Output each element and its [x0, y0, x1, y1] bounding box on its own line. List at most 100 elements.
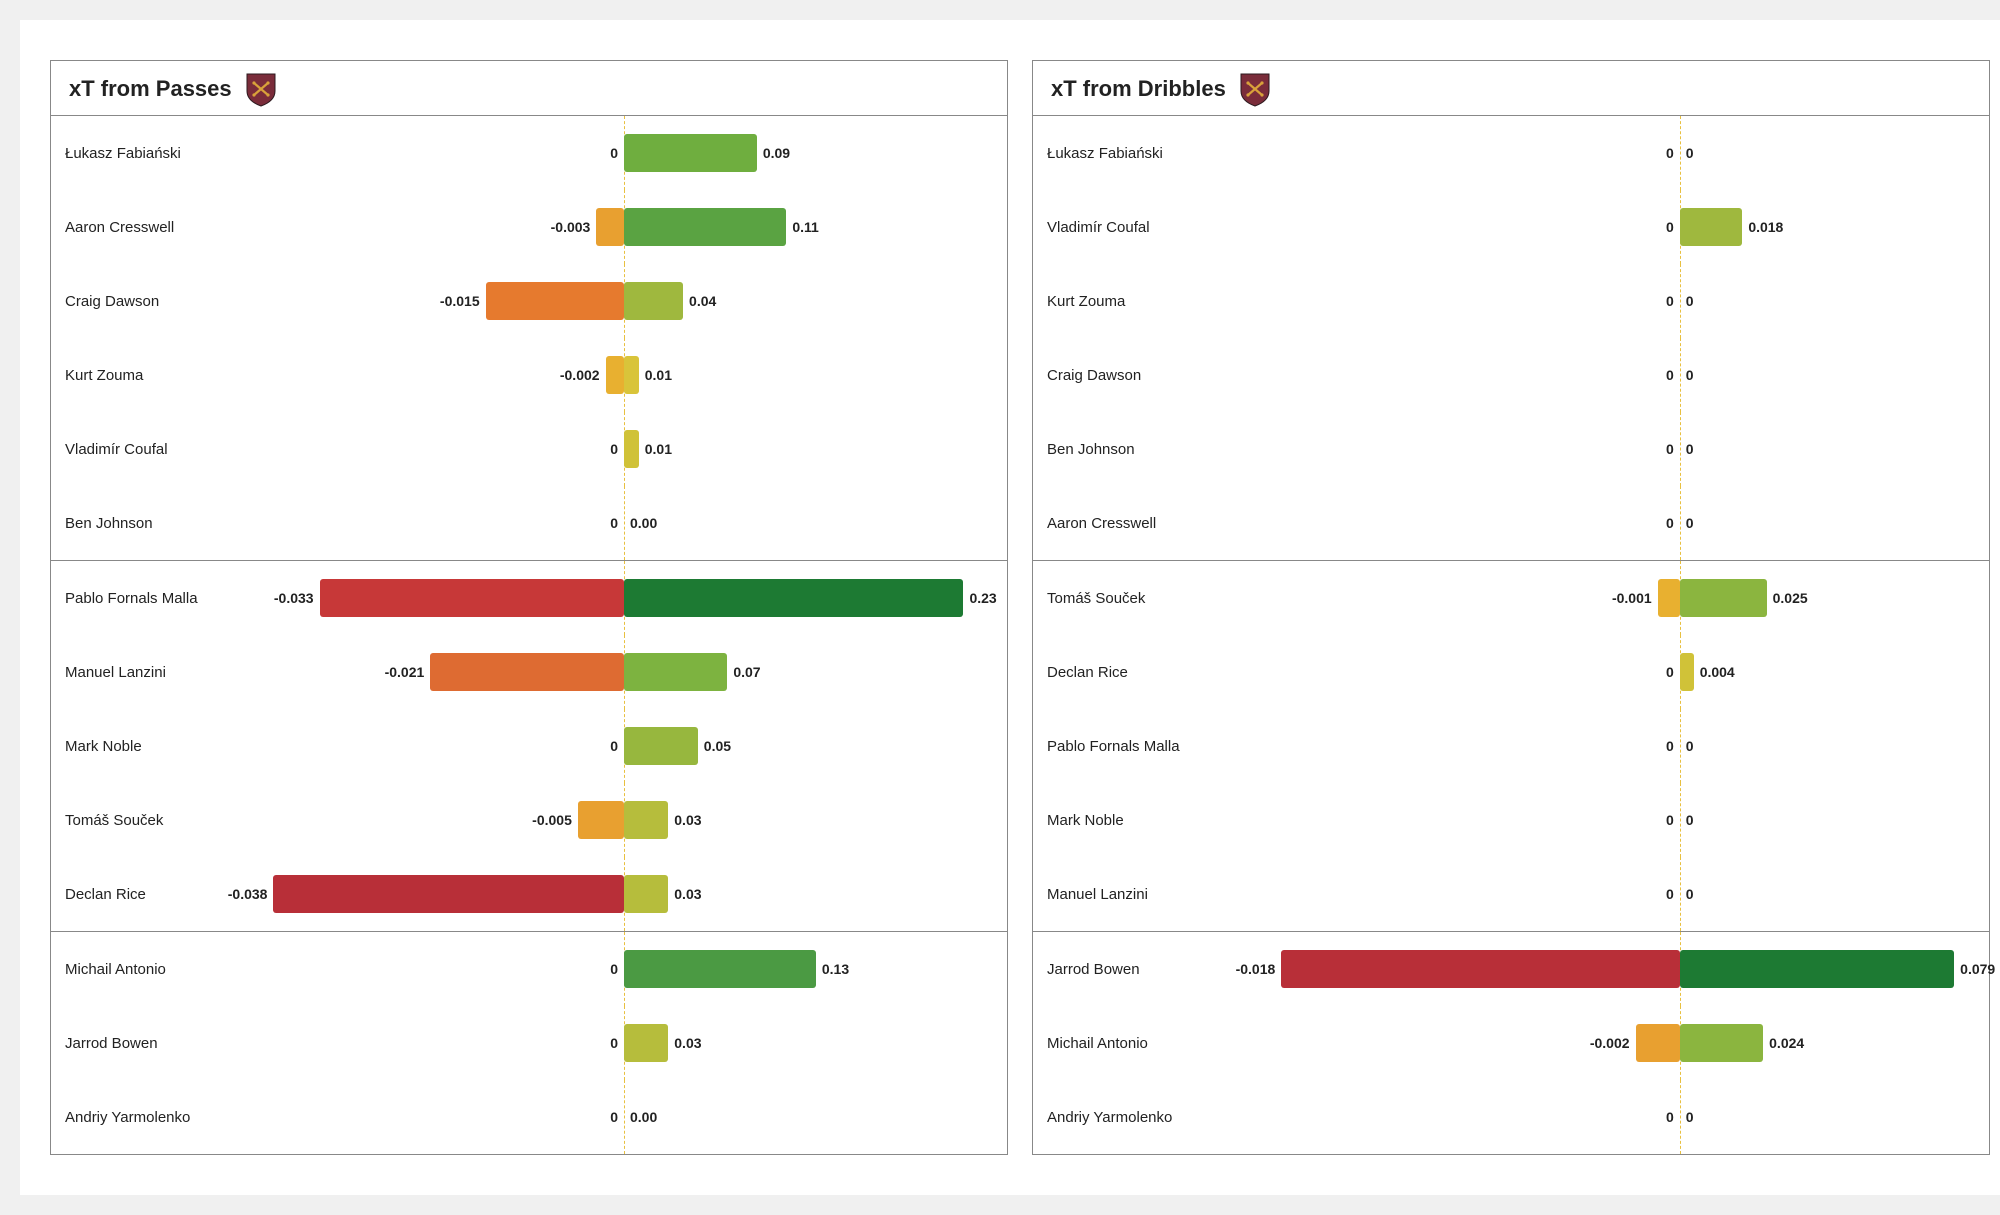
value-positive: 0.00	[630, 1109, 657, 1125]
value-positive: 0	[1686, 812, 1694, 828]
value-positive: 0.05	[704, 738, 731, 754]
zero-axis	[1680, 1080, 1681, 1154]
value-negative: 0	[1666, 738, 1674, 754]
player-name: Mark Noble	[1047, 812, 1237, 829]
player-name: Tomáš Souček	[65, 812, 255, 829]
bar-area: 00	[1237, 338, 1975, 412]
bar-positive	[624, 282, 683, 320]
bar-positive	[624, 653, 727, 691]
value-negative: -0.002	[1590, 1035, 1630, 1051]
value-positive: 0	[1686, 1109, 1694, 1125]
panel-xt-passes: xT from Passes Łukasz Fabiański00.09Aaro…	[50, 60, 1008, 1155]
zero-axis	[1680, 783, 1681, 857]
club-crest-icon	[244, 71, 278, 107]
player-name: Łukasz Fabiański	[1047, 145, 1237, 162]
value-negative: 0	[610, 145, 618, 161]
bar-positive	[624, 727, 698, 765]
value-negative: -0.018	[1236, 961, 1276, 977]
bar-area: 00.018	[1237, 190, 1975, 264]
panel-xt-dribbles: xT from Dribbles Łukasz Fabiański00Vladi…	[1032, 60, 1990, 1155]
player-name: Michail Antonio	[65, 961, 255, 978]
value-positive: 0.07	[733, 664, 760, 680]
value-positive: 0	[1686, 367, 1694, 383]
bar-area: -0.003 0.11	[255, 190, 993, 264]
player-row: Kurt Zouma 00	[1033, 264, 1989, 338]
value-negative: 0	[1666, 1109, 1674, 1125]
player-row: Pablo Fornals Malla00	[1033, 709, 1989, 783]
value-positive: 0.004	[1700, 664, 1735, 680]
bar-positive	[624, 579, 963, 617]
player-row: Vladimír Coufal00.01	[51, 412, 1007, 486]
bar-negative	[1636, 1024, 1680, 1062]
player-name: Manuel Lanzini	[1047, 886, 1237, 903]
player-name: Michail Antonio	[1047, 1035, 1237, 1052]
bar-negative	[596, 208, 624, 246]
player-row: Jarrod Bowen00.03	[51, 1006, 1007, 1080]
zero-axis	[1680, 486, 1681, 560]
bar-area: 00.13	[255, 932, 993, 1006]
player-row: Declan Rice 0 0.004	[1033, 635, 1989, 709]
value-negative: 0	[1666, 886, 1674, 902]
player-name: Pablo Fornals Malla	[1047, 738, 1237, 755]
value-positive: 0.01	[645, 441, 672, 457]
player-row: Jarrod Bowen-0.0180.079	[1033, 931, 1989, 1006]
bar-area: 00	[1237, 1080, 1975, 1154]
value-negative: 0	[1666, 664, 1674, 680]
bar-positive	[1680, 579, 1767, 617]
bar-area: 00.09	[255, 116, 993, 190]
player-name: Mark Noble	[65, 738, 255, 755]
bar-positive	[624, 430, 639, 468]
value-positive: 0.04	[689, 293, 716, 309]
value-negative: -0.033	[274, 590, 314, 606]
value-positive: 0	[1686, 293, 1694, 309]
bar-area: 00.01	[255, 412, 993, 486]
value-negative: -0.021	[385, 664, 425, 680]
player-name: Ben Johnson	[65, 515, 255, 532]
bar-area: -0.0020.01	[255, 338, 993, 412]
player-row: Michail Antonio-0.0020.024	[1033, 1006, 1989, 1080]
zero-axis	[1680, 116, 1681, 190]
bar-area: 00.03	[255, 1006, 993, 1080]
value-negative: -0.038	[228, 886, 268, 902]
value-negative: 0	[1666, 145, 1674, 161]
value-positive: 0.09	[763, 145, 790, 161]
panel-title: xT from Passes	[69, 76, 232, 102]
player-row: Craig Dawson-0.0150.04	[51, 264, 1007, 338]
value-positive: 0	[1686, 145, 1694, 161]
value-negative: 0	[610, 961, 618, 977]
value-negative: 0	[1666, 812, 1674, 828]
value-negative: -0.015	[440, 293, 480, 309]
bar-positive	[1680, 208, 1743, 246]
bar-area: 0 0.004	[1237, 635, 1975, 709]
player-name: Aaron Cresswell	[1047, 515, 1237, 532]
bar-area: -0.0380.03	[255, 857, 993, 931]
zero-axis	[1680, 264, 1681, 338]
bar-positive	[1680, 1024, 1763, 1062]
value-positive: 0	[1686, 515, 1694, 531]
player-row: Łukasz Fabiański00.09	[51, 116, 1007, 190]
charts-container: xT from Passes Łukasz Fabiański00.09Aaro…	[20, 20, 2000, 1195]
player-name: Declan Rice	[1047, 664, 1237, 681]
panel-header: xT from Dribbles	[1033, 61, 1989, 116]
player-row: Manuel Lanzini00	[1033, 857, 1989, 931]
player-name: Kurt Zouma	[1047, 293, 1237, 310]
player-name: Vladimír Coufal	[65, 441, 255, 458]
value-negative: 0	[1666, 293, 1674, 309]
panel-rows: Łukasz Fabiański00Vladimír Coufal00.018K…	[1033, 116, 1989, 1154]
bar-area: 00	[1237, 783, 1975, 857]
value-positive: 0.03	[674, 886, 701, 902]
value-positive: 0.13	[822, 961, 849, 977]
player-row: Pablo Fornals Malla-0.0330.23	[51, 560, 1007, 635]
player-row: Tomáš Souček-0.0010.025	[1033, 560, 1989, 635]
bar-positive	[624, 208, 786, 246]
bar-area: 00.00	[255, 1080, 993, 1154]
value-negative: 0	[1666, 367, 1674, 383]
bar-area: -0.0050.03	[255, 783, 993, 857]
club-crest-icon	[1238, 71, 1272, 107]
player-name: Vladimír Coufal	[1047, 219, 1237, 236]
value-negative: 0	[1666, 441, 1674, 457]
value-positive: 0.11	[792, 219, 818, 235]
zero-axis	[624, 1080, 625, 1154]
value-negative: -0.003	[551, 219, 591, 235]
player-row: Aaron Cresswell00	[1033, 486, 1989, 560]
